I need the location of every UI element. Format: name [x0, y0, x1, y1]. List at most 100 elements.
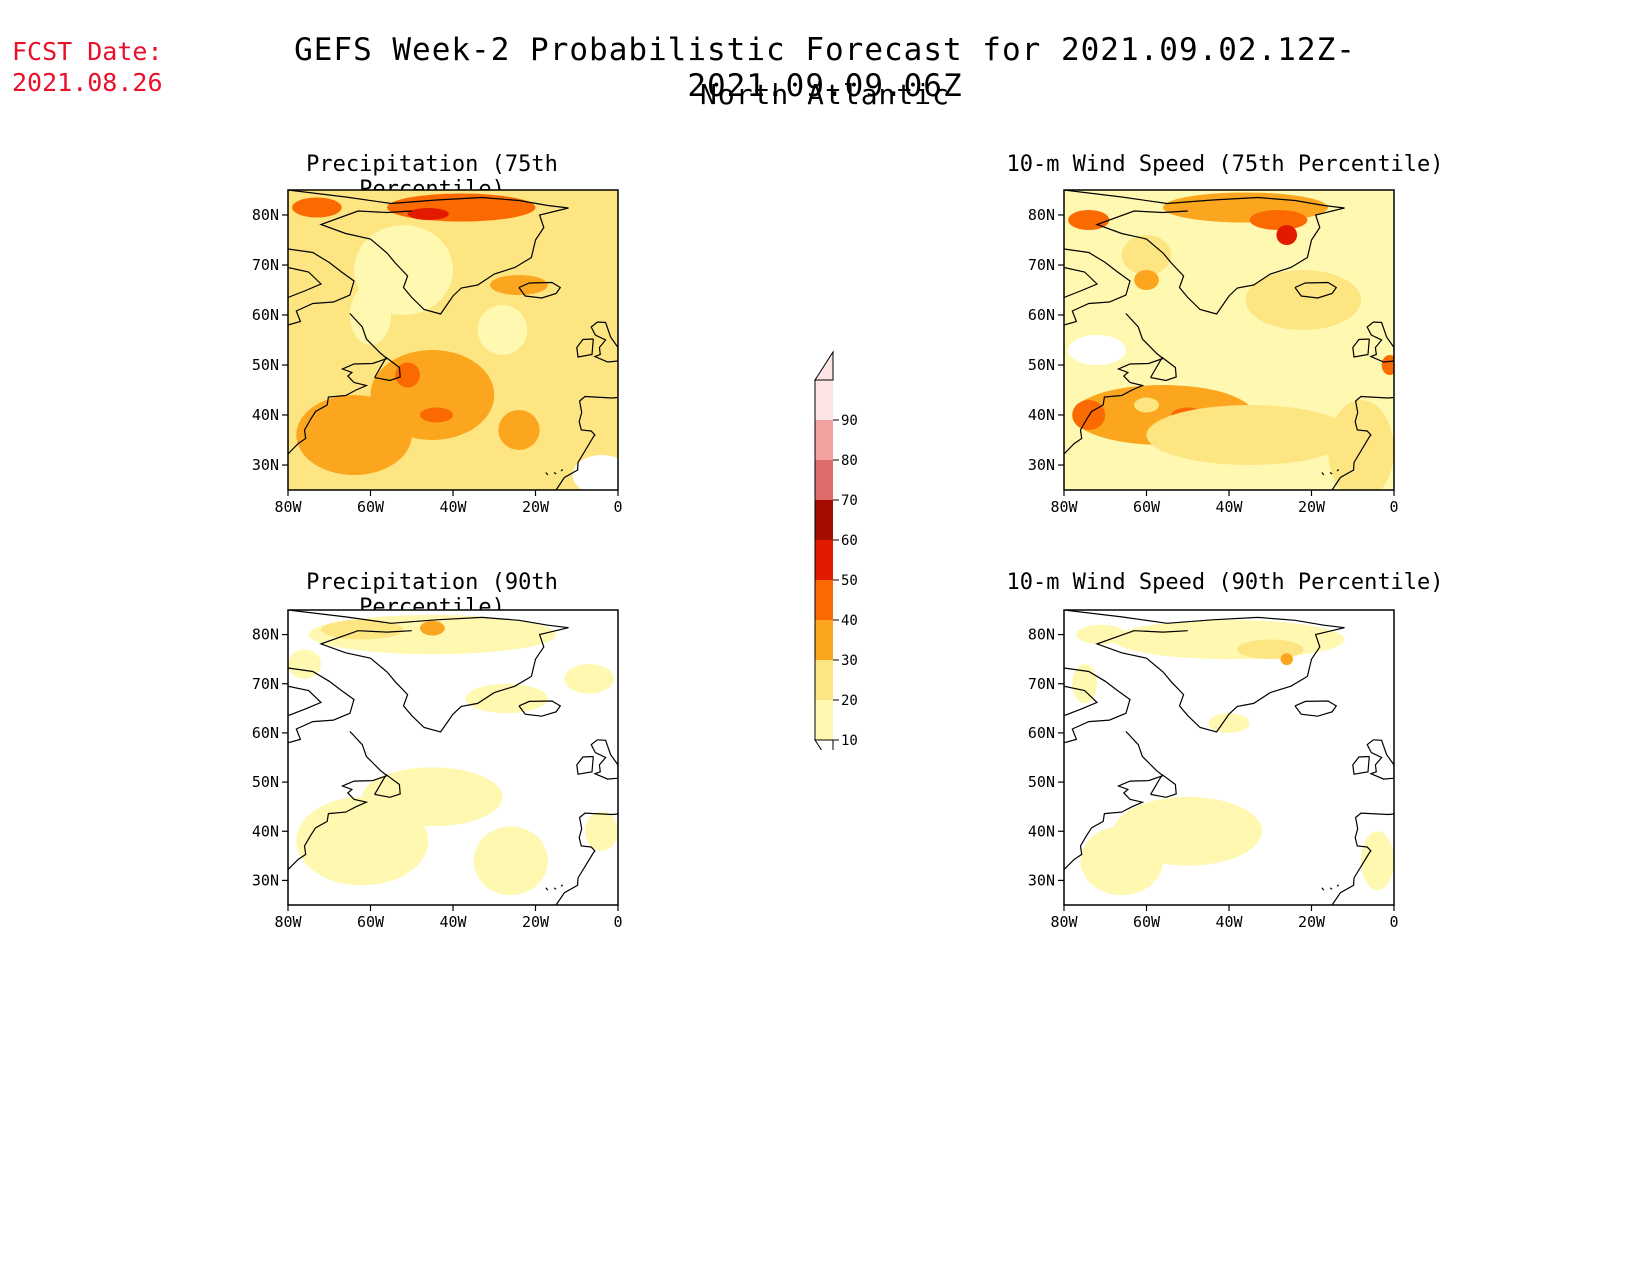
probability-region	[1237, 639, 1304, 660]
coastline	[1366, 321, 1394, 363]
lat-tick-label: 40N	[1028, 406, 1055, 424]
probability-region	[1280, 653, 1293, 666]
colorbar-swatch	[815, 580, 833, 620]
coastline	[1329, 472, 1333, 475]
map-panel-precip-75: 80W 60W 40W 20W 0 80N 70N 60N 50N 40N 30N	[252, 189, 623, 516]
lat-tick-label: 80N	[252, 206, 279, 224]
colorbar-label: 40	[841, 613, 858, 629]
probability-region	[420, 407, 453, 423]
probability-region	[1068, 335, 1126, 365]
lat-tick-label: 80N	[1028, 626, 1055, 644]
lon-tick-label: 20W	[1298, 498, 1326, 516]
lat-tick-label: 50N	[1028, 356, 1055, 374]
lat-tick-label: 40N	[252, 822, 279, 840]
coastline	[1064, 685, 1099, 717]
colorbar-swatch	[815, 660, 833, 700]
lon-tick-label: 0	[1389, 913, 1398, 931]
colorbar-swatch	[815, 500, 833, 540]
panel-title-wind-90: 10-m Wind Speed (90th Percentile)	[1006, 570, 1444, 595]
coastline	[545, 887, 549, 891]
page-title: GEFS Week-2 Probabilistic Forecast for 2…	[294, 32, 1356, 104]
lat-tick-label: 30N	[1028, 871, 1055, 889]
probability-region	[564, 664, 614, 694]
probability-region	[477, 305, 528, 355]
lon-tick-label: 40W	[439, 498, 467, 516]
probability-region	[1276, 225, 1298, 245]
lon-tick-label: 40W	[1215, 498, 1243, 516]
map-field	[288, 190, 618, 490]
colorbar-swatch	[815, 700, 833, 740]
lon-tick-label: 60W	[1133, 913, 1161, 931]
colorbar: 10 20 30 40 50 60 70 80 90	[814, 350, 858, 770]
coastline	[1366, 739, 1394, 780]
map-wind-90: 80W 60W 40W 20W 0 80N 70N 60N 50N 40N 30N	[1028, 609, 1399, 931]
lon-tick-label: 40W	[439, 913, 467, 931]
probability-region	[296, 796, 429, 886]
colorbar-label: 50	[841, 573, 858, 589]
lat-tick-label: 30N	[1028, 456, 1055, 474]
probability-region	[407, 208, 449, 220]
coastline	[374, 773, 401, 798]
lat-tick-label: 80N	[252, 626, 279, 644]
lat-tick-label: 60N	[1028, 306, 1055, 324]
coastline	[518, 700, 562, 717]
lon-tick-label: 0	[613, 498, 622, 516]
coastline	[1329, 887, 1333, 890]
lon-tick-label: 20W	[522, 913, 550, 931]
lon-tick-label: 80W	[274, 498, 302, 516]
probability-region	[572, 455, 618, 490]
colorbar-swatch	[815, 420, 833, 460]
coastline	[288, 730, 389, 871]
lon-tick-label: 60W	[357, 913, 385, 931]
forecast-date-block: FCST Date: 2021.08.26	[12, 36, 163, 98]
coastline	[555, 812, 618, 905]
coastline	[1321, 472, 1325, 476]
lat-tick-label: 80N	[1028, 206, 1055, 224]
probability-region	[420, 620, 445, 636]
colorbar-label: 20	[841, 693, 858, 709]
coastline	[374, 356, 401, 382]
lon-tick-label: 0	[1389, 498, 1398, 516]
coastline	[560, 469, 564, 472]
lat-tick-label: 70N	[1028, 256, 1055, 274]
probability-region	[1208, 713, 1250, 733]
lon-tick-label: 80W	[274, 913, 302, 931]
coastline	[1150, 356, 1177, 382]
probability-region	[349, 285, 392, 345]
colorbar-label: 60	[841, 533, 858, 549]
probability-region	[473, 826, 548, 896]
color-legend: 10 20 30 40 50 60 70 80 90	[790, 330, 870, 770]
lat-tick-label: 70N	[1028, 675, 1055, 693]
probability-region	[1134, 397, 1159, 413]
colorbar-extend-top	[814, 350, 834, 381]
lat-tick-label: 50N	[252, 773, 279, 791]
probability-region	[395, 362, 420, 388]
coastline	[553, 472, 557, 475]
colorbar-swatch	[815, 540, 833, 580]
colorbar-extend-bottom	[814, 739, 834, 770]
coastline	[288, 266, 323, 299]
probability-region	[296, 395, 412, 475]
coastline	[576, 338, 594, 358]
lat-tick-label: 50N	[252, 356, 279, 374]
colorbar-label: 10	[841, 733, 858, 749]
lon-tick-label: 80W	[1050, 498, 1078, 516]
lon-tick-label: 80W	[1050, 913, 1078, 931]
coastline	[1294, 700, 1338, 717]
coastline	[1336, 884, 1340, 887]
coastline	[1064, 667, 1131, 744]
lon-tick-label: 40W	[1215, 913, 1243, 931]
coastline	[288, 685, 323, 717]
lat-tick-label: 70N	[252, 675, 279, 693]
coastline	[1331, 395, 1394, 490]
probability-region	[465, 683, 548, 714]
map-precip-90: 80W 60W 40W 20W 0 80N 70N 60N 50N 40N 30N	[252, 609, 623, 931]
map-field	[288, 610, 618, 905]
coastline	[1064, 313, 1165, 455]
coastline	[1352, 338, 1370, 358]
coastline	[288, 248, 355, 326]
map-field	[1064, 190, 1394, 490]
coastline	[288, 190, 569, 315]
coastline	[288, 313, 389, 455]
probability-region	[1121, 235, 1172, 275]
